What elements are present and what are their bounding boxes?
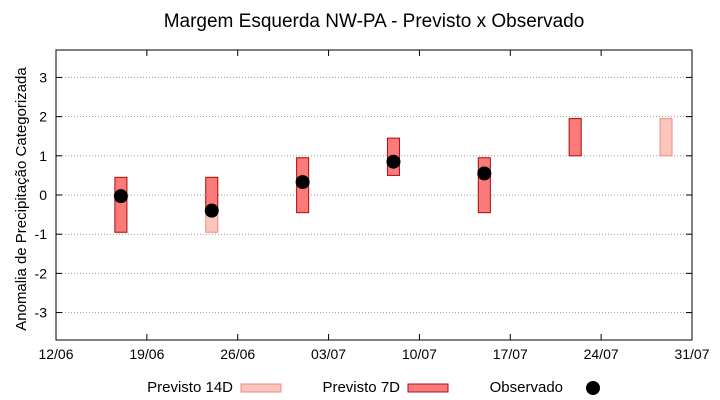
previsto-7d-bar — [568, 118, 582, 157]
legend: Previsto 14D Previsto 7D Observado — [147, 379, 600, 396]
x-tick-label: 10/07 — [402, 346, 437, 362]
x-tick-label: 12/06 — [38, 346, 73, 362]
legend-observado-swatch — [586, 381, 600, 395]
legend-observado-label: Observado — [490, 379, 563, 396]
y-tick-label: -1 — [35, 226, 48, 242]
chart-title: Margem Esquerda NW-PA - Previsto x Obser… — [164, 11, 585, 32]
y-tick-label: -3 — [35, 305, 48, 321]
y-tick-label: -2 — [35, 265, 48, 281]
x-tick-label: 31/07 — [674, 346, 709, 362]
y-axis-label: Anomalia de Precipitação Categorizada — [13, 67, 30, 331]
y-tick-label: 2 — [39, 109, 47, 125]
legend-previsto-7d-swatch — [407, 383, 449, 393]
legend-previsto-7d-label: Previsto 7D — [322, 379, 400, 396]
y-tick-label: 1 — [39, 148, 47, 164]
x-tick-label: 17/07 — [493, 346, 528, 362]
previsto-7d-bar — [114, 176, 128, 233]
x-tick-label: 24/07 — [584, 346, 619, 362]
y-axis-ticks: 3 2 1 0 -1 -2 -3 — [35, 69, 692, 321]
grid-lines — [56, 76, 692, 314]
observado-point — [386, 154, 401, 169]
observado-series — [113, 154, 492, 218]
legend-previsto-14d-swatch — [240, 383, 282, 393]
x-tick-label: 19/06 — [129, 346, 164, 362]
observado-point — [477, 166, 492, 181]
y-tick-label: 0 — [39, 187, 47, 203]
legend-previsto-14d-label: Previsto 14D — [147, 379, 233, 396]
previsto-7d-series — [114, 118, 582, 233]
previsto-7d-bar — [477, 157, 491, 214]
x-axis-ticks: 12/06 19/06 26/06 03/07 10/07 17/07 24/07 31/07 — [38, 50, 710, 362]
previsto-14d-bar — [659, 118, 673, 157]
observado-point — [204, 203, 219, 218]
y-tick-label: 3 — [39, 69, 47, 85]
x-tick-label: 26/06 — [220, 346, 255, 362]
observado-point — [113, 189, 128, 204]
x-tick-label: 03/07 — [311, 346, 346, 362]
observado-point — [295, 175, 310, 190]
